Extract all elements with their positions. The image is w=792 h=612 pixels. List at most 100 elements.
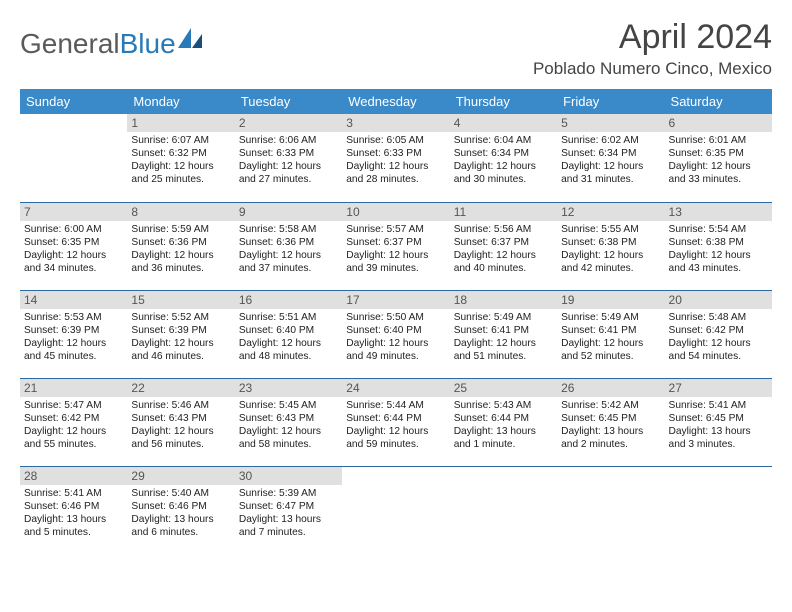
- weekday-header: Sunday: [20, 89, 127, 114]
- day-number: 14: [20, 291, 127, 309]
- day-details: Sunrise: 6:02 AMSunset: 6:34 PMDaylight:…: [561, 134, 660, 186]
- calendar-cell: 5 Sunrise: 6:02 AMSunset: 6:34 PMDaylight…: [557, 114, 664, 202]
- weekday-header: Friday: [557, 89, 664, 114]
- day-number: 6: [665, 114, 772, 132]
- day-details: Sunrise: 5:50 AMSunset: 6:40 PMDaylight:…: [346, 311, 445, 363]
- calendar-cell: [342, 466, 449, 554]
- calendar-cell: 27 Sunrise: 5:41 AMSunset: 6:45 PMDayligh…: [665, 378, 772, 466]
- calendar-row: 21 Sunrise: 5:47 AMSunset: 6:42 PMDayligh…: [20, 378, 772, 466]
- day-number: 10: [342, 203, 449, 221]
- day-details: Sunrise: 5:46 AMSunset: 6:43 PMDaylight:…: [131, 399, 230, 451]
- calendar-cell: 4 Sunrise: 6:04 AMSunset: 6:34 PMDaylight…: [450, 114, 557, 202]
- calendar-cell: 25 Sunrise: 5:43 AMSunset: 6:44 PMDayligh…: [450, 378, 557, 466]
- day-details: Sunrise: 6:01 AMSunset: 6:35 PMDaylight:…: [669, 134, 768, 186]
- day-details: Sunrise: 5:47 AMSunset: 6:42 PMDaylight:…: [24, 399, 123, 451]
- calendar-cell: 3 Sunrise: 6:05 AMSunset: 6:33 PMDaylight…: [342, 114, 449, 202]
- day-details: Sunrise: 6:04 AMSunset: 6:34 PMDaylight:…: [454, 134, 553, 186]
- calendar-cell: 24 Sunrise: 5:44 AMSunset: 6:44 PMDayligh…: [342, 378, 449, 466]
- day-number: 27: [665, 379, 772, 397]
- calendar-cell: [557, 466, 664, 554]
- day-details: Sunrise: 5:44 AMSunset: 6:44 PMDaylight:…: [346, 399, 445, 451]
- day-number: 30: [235, 467, 342, 485]
- calendar-cell: 28Sunrise: 5:41 AMSunset: 6:46 PMDayligh…: [20, 466, 127, 554]
- day-number: 2: [235, 114, 342, 132]
- calendar-cell: 11Sunrise: 5:56 AMSunset: 6:37 PMDayligh…: [450, 202, 557, 290]
- day-number: 26: [557, 379, 664, 397]
- day-details: Sunrise: 6:07 AMSunset: 6:32 PMDaylight:…: [131, 134, 230, 186]
- logo-text: GeneralBlue: [20, 28, 176, 60]
- day-details: Sunrise: 5:49 AMSunset: 6:41 PMDaylight:…: [561, 311, 660, 363]
- day-number: 1: [127, 114, 234, 132]
- day-number: 21: [20, 379, 127, 397]
- calendar-cell: [20, 114, 127, 202]
- day-details: Sunrise: 5:49 AMSunset: 6:41 PMDaylight:…: [454, 311, 553, 363]
- day-number: 29: [127, 467, 234, 485]
- day-number: 4: [450, 114, 557, 132]
- day-number: 22: [127, 379, 234, 397]
- day-details: Sunrise: 5:45 AMSunset: 6:43 PMDaylight:…: [239, 399, 338, 451]
- day-details: Sunrise: 5:58 AMSunset: 6:36 PMDaylight:…: [239, 223, 338, 275]
- calendar-cell: 20Sunrise: 5:48 AMSunset: 6:42 PMDayligh…: [665, 290, 772, 378]
- day-number: 9: [235, 203, 342, 221]
- calendar-cell: 7 Sunrise: 6:00 AMSunset: 6:35 PMDaylight…: [20, 202, 127, 290]
- day-details: Sunrise: 5:52 AMSunset: 6:39 PMDaylight:…: [131, 311, 230, 363]
- month-title: April 2024: [533, 18, 772, 57]
- day-number: 19: [557, 291, 664, 309]
- day-details: Sunrise: 6:05 AMSunset: 6:33 PMDaylight:…: [346, 134, 445, 186]
- day-details: Sunrise: 6:06 AMSunset: 6:33 PMDaylight:…: [239, 134, 338, 186]
- day-number: 24: [342, 379, 449, 397]
- weekday-header: Monday: [127, 89, 234, 114]
- day-details: Sunrise: 5:51 AMSunset: 6:40 PMDaylight:…: [239, 311, 338, 363]
- sail-icon: [178, 28, 204, 55]
- day-details: Sunrise: 5:39 AMSunset: 6:47 PMDaylight:…: [239, 487, 338, 539]
- calendar-cell: 8 Sunrise: 5:59 AMSunset: 6:36 PMDaylight…: [127, 202, 234, 290]
- day-number: 13: [665, 203, 772, 221]
- day-number: 18: [450, 291, 557, 309]
- day-number: 7: [20, 203, 127, 221]
- calendar-row: 14 Sunrise: 5:53 AMSunset: 6:39 PMDayligh…: [20, 290, 772, 378]
- title-block: April 2024 Poblado Numero Cinco, Mexico: [533, 18, 772, 79]
- calendar-cell: 18 Sunrise: 5:49 AMSunset: 6:41 PMDayligh…: [450, 290, 557, 378]
- logo-part1: General: [20, 28, 120, 59]
- day-details: Sunrise: 5:59 AMSunset: 6:36 PMDaylight:…: [131, 223, 230, 275]
- day-details: Sunrise: 5:57 AMSunset: 6:37 PMDaylight:…: [346, 223, 445, 275]
- day-number: 8: [127, 203, 234, 221]
- day-details: Sunrise: 5:55 AMSunset: 6:38 PMDaylight:…: [561, 223, 660, 275]
- calendar-cell: [450, 466, 557, 554]
- calendar-row: 1 Sunrise: 6:07 AMSunset: 6:32 PMDaylight…: [20, 114, 772, 202]
- day-number: 3: [342, 114, 449, 132]
- day-details: Sunrise: 5:40 AMSunset: 6:46 PMDaylight:…: [131, 487, 230, 539]
- calendar-cell: 10 Sunrise: 5:57 AMSunset: 6:37 PMDayligh…: [342, 202, 449, 290]
- logo: GeneralBlue: [20, 28, 204, 60]
- calendar-cell: 14 Sunrise: 5:53 AMSunset: 6:39 PMDayligh…: [20, 290, 127, 378]
- day-details: Sunrise: 5:43 AMSunset: 6:44 PMDaylight:…: [454, 399, 553, 451]
- day-details: Sunrise: 5:53 AMSunset: 6:39 PMDaylight:…: [24, 311, 123, 363]
- calendar-row: 28Sunrise: 5:41 AMSunset: 6:46 PMDayligh…: [20, 466, 772, 554]
- day-details: Sunrise: 5:42 AMSunset: 6:45 PMDaylight:…: [561, 399, 660, 451]
- calendar-cell: 21 Sunrise: 5:47 AMSunset: 6:42 PMDayligh…: [20, 378, 127, 466]
- calendar-cell: 6 Sunrise: 6:01 AMSunset: 6:35 PMDaylight…: [665, 114, 772, 202]
- calendar-cell: 12Sunrise: 5:55 AMSunset: 6:38 PMDayligh…: [557, 202, 664, 290]
- day-number: 5: [557, 114, 664, 132]
- calendar-page: GeneralBlue April 2024 Poblado Numero Ci…: [0, 0, 792, 564]
- calendar-cell: 23Sunrise: 5:45 AMSunset: 6:43 PMDayligh…: [235, 378, 342, 466]
- day-details: Sunrise: 5:41 AMSunset: 6:46 PMDaylight:…: [24, 487, 123, 539]
- calendar-cell: 9 Sunrise: 5:58 AMSunset: 6:36 PMDaylight…: [235, 202, 342, 290]
- day-details: Sunrise: 5:54 AMSunset: 6:38 PMDaylight:…: [669, 223, 768, 275]
- day-details: Sunrise: 5:41 AMSunset: 6:45 PMDaylight:…: [669, 399, 768, 451]
- day-details: Sunrise: 5:48 AMSunset: 6:42 PMDaylight:…: [669, 311, 768, 363]
- day-number: 16: [235, 291, 342, 309]
- day-details: Sunrise: 6:00 AMSunset: 6:35 PMDaylight:…: [24, 223, 123, 275]
- weekday-header: Wednesday: [342, 89, 449, 114]
- calendar-cell: 30 Sunrise: 5:39 AMSunset: 6:47 PMDayligh…: [235, 466, 342, 554]
- calendar-cell: 19 Sunrise: 5:49 AMSunset: 6:41 PMDayligh…: [557, 290, 664, 378]
- day-number: 15: [127, 291, 234, 309]
- day-number: 25: [450, 379, 557, 397]
- day-number: 17: [342, 291, 449, 309]
- weekday-header-row: Sunday Monday Tuesday Wednesday Thursday…: [20, 89, 772, 114]
- calendar-cell: 15 Sunrise: 5:52 AMSunset: 6:39 PMDayligh…: [127, 290, 234, 378]
- calendar-row: 7 Sunrise: 6:00 AMSunset: 6:35 PMDaylight…: [20, 202, 772, 290]
- calendar-cell: 2 Sunrise: 6:06 AMSunset: 6:33 PMDaylight…: [235, 114, 342, 202]
- calendar-table: Sunday Monday Tuesday Wednesday Thursday…: [20, 89, 772, 554]
- header: GeneralBlue April 2024 Poblado Numero Ci…: [20, 18, 772, 79]
